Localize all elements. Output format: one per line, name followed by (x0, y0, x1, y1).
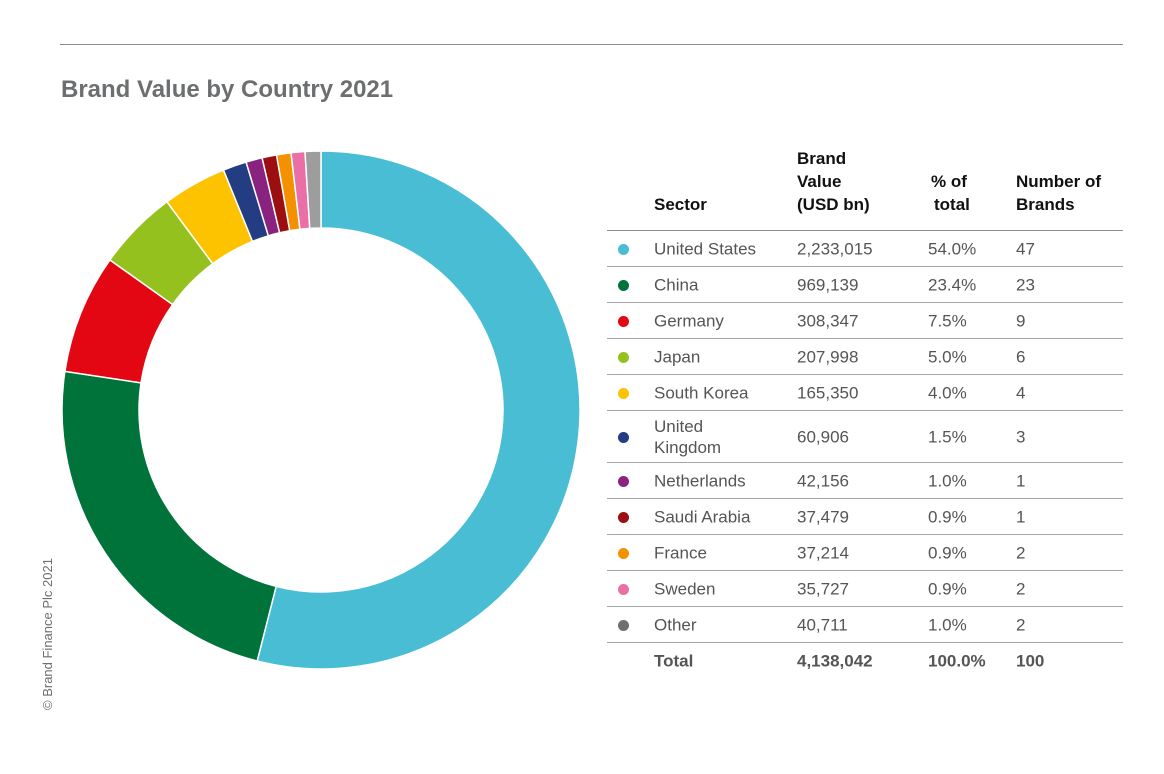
row-pct: 0.9% (928, 579, 967, 598)
table-row: United States 2,233,015 54.0% 47 (607, 231, 1123, 267)
top-divider (60, 44, 1123, 45)
row-country: China (654, 275, 699, 294)
row-value: 165,350 (797, 383, 859, 402)
row-value: 40,711 (797, 615, 848, 634)
row-country: South Korea (654, 383, 749, 402)
row-brands: 1 (1016, 507, 1026, 526)
total-value: 4,138,042 (797, 651, 873, 670)
row-value: 42,156 (797, 471, 849, 490)
table-row: Sweden 35,727 0.9% 2 (607, 571, 1123, 607)
donut-chart (61, 150, 581, 670)
header-pct-line1: % of (931, 172, 967, 191)
row-pct: 0.9% (928, 543, 967, 562)
total-brands: 100 (1016, 651, 1045, 670)
row-pct: 0.9% (928, 507, 967, 526)
row-country: France (654, 543, 707, 562)
table-row-total: Total 4,138,042 100.0% 100 (607, 643, 1123, 678)
header-pct-line2: total (934, 195, 970, 214)
header-num-line1: Number of (1016, 172, 1101, 191)
legend-dot-icon (618, 351, 629, 363)
row-value: 969,139 (797, 275, 859, 294)
legend-dot-icon (618, 547, 629, 559)
table-header: Sector Brand Value (USD bn) % of total N… (607, 146, 1123, 231)
row-brands: 3 (1016, 427, 1026, 446)
table-row: Saudi Arabia 37,479 0.9% 1 (607, 499, 1123, 535)
legend-table: Sector Brand Value (USD bn) % of total N… (607, 146, 1123, 678)
row-brands: 1 (1016, 471, 1026, 490)
row-brands: 4 (1016, 383, 1026, 402)
legend-dot-icon (618, 431, 629, 443)
table-row: Other 40,711 1.0% 2 (607, 607, 1123, 643)
row-brands: 2 (1016, 543, 1026, 562)
row-pct: 7.5% (928, 311, 967, 330)
row-country-line2: Kingdom (654, 437, 722, 457)
row-country-line1: United (654, 416, 704, 436)
row-country: Saudi Arabia (654, 507, 751, 526)
legend-dot-icon (618, 315, 629, 327)
table-row: Japan 207,998 5.0% 6 (607, 339, 1123, 375)
legend-dot-icon (618, 511, 629, 523)
row-pct: 1.0% (928, 471, 967, 490)
table-row: China 969,139 23.4% 23 (607, 267, 1123, 303)
legend-dot-icon (618, 583, 629, 595)
row-pct: 23.4% (928, 275, 977, 294)
header-sector: Sector (654, 195, 707, 214)
legend-dot-icon (618, 279, 629, 291)
row-pct: 4.0% (928, 383, 967, 402)
row-pct: 5.0% (928, 347, 967, 366)
row-brands: 9 (1016, 311, 1026, 330)
row-pct: 1.5% (928, 427, 967, 446)
legend-dot-icon (618, 387, 629, 399)
header-value-line2: Value (797, 172, 842, 191)
legend-dot-icon (618, 475, 629, 487)
table-row: Netherlands 42,156 1.0% 1 (607, 463, 1123, 499)
legend-dot-icon (618, 619, 629, 631)
row-brands: 2 (1016, 579, 1026, 598)
row-value: 2,233,015 (797, 239, 873, 258)
row-brands: 23 (1016, 275, 1035, 294)
legend-dot-icon (618, 243, 629, 255)
chart-title: Brand Value by Country 2021 (61, 76, 394, 103)
row-brands: 47 (1016, 239, 1035, 258)
header-num-line2: Brands (1016, 195, 1075, 214)
row-country: United States (654, 239, 757, 258)
header-pct-total: % of total (928, 170, 970, 216)
table-body: United States 2,233,015 54.0% 47 China 969,13… (607, 231, 1123, 643)
row-value: 35,727 (797, 579, 849, 598)
row-value: 308,347 (797, 311, 859, 330)
table-row: Germany 308,347 7.5% 9 (607, 303, 1123, 339)
row-country: Japan (654, 347, 701, 366)
row-country: United Kingdom (654, 416, 784, 458)
header-brand-value: Brand Value (USD bn) (797, 147, 870, 216)
donut-slice-china (61, 370, 278, 662)
header-number-of-brands: Number of Brands (1016, 170, 1101, 216)
table-row: France 37,214 0.9% 2 (607, 535, 1123, 571)
row-brands: 6 (1016, 347, 1026, 366)
row-value: 37,479 (797, 507, 849, 526)
donut-slice-other (304, 150, 322, 230)
row-value: 60,906 (797, 427, 849, 446)
header-value-line1: Brand (797, 149, 847, 168)
donut-slice-united-states (256, 150, 581, 670)
row-value: 207,998 (797, 347, 859, 366)
total-label: Total (654, 651, 694, 670)
row-value: 37,214 (797, 543, 849, 562)
row-country: Other (654, 615, 697, 634)
row-country: Germany (654, 311, 724, 330)
row-pct: 54.0% (928, 239, 977, 258)
table-row: United Kingdom 60,906 1.5% 3 (607, 411, 1123, 463)
total-pct: 100.0% (928, 651, 986, 670)
row-brands: 2 (1016, 615, 1026, 634)
row-country: Sweden (654, 579, 716, 598)
table-row: South Korea 165,350 4.0% 4 (607, 375, 1123, 411)
row-pct: 1.0% (928, 615, 967, 634)
header-value-line3: (USD bn) (797, 195, 870, 214)
row-country: Netherlands (654, 471, 746, 490)
